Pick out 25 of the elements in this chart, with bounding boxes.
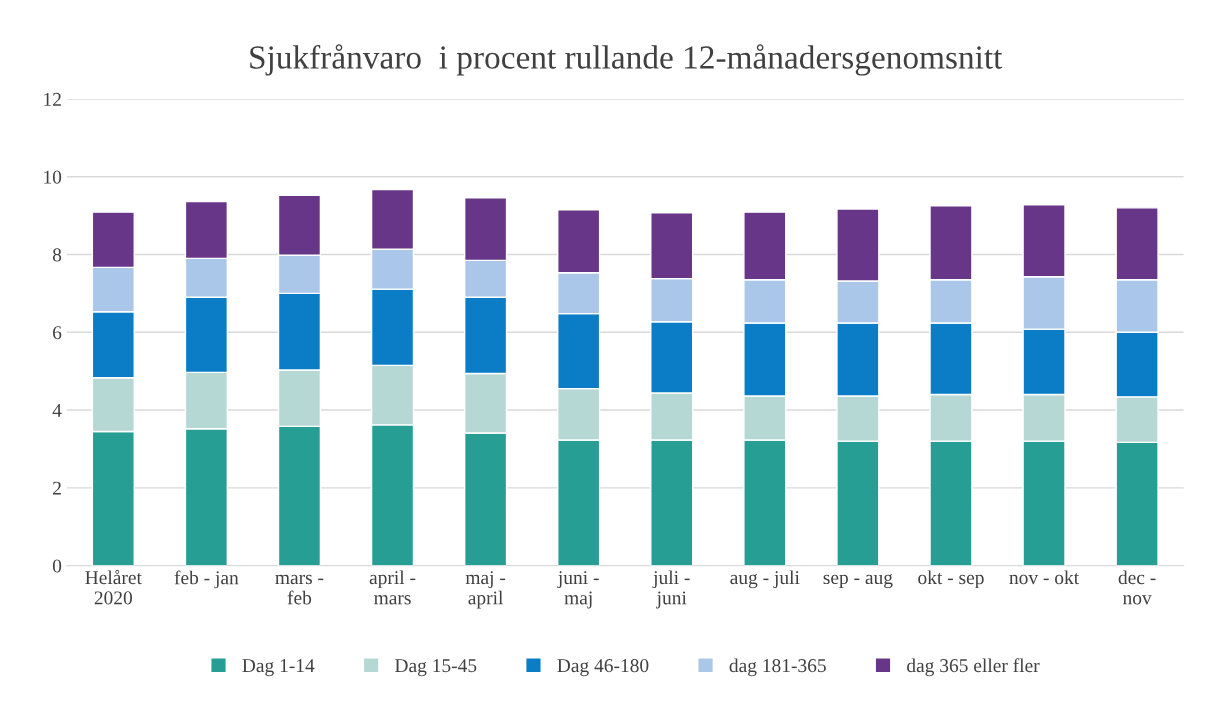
legend-label: Dag 15-45 [395,659,477,677]
y-tick-label: 0 [52,559,62,573]
legend-label: Dag 1-14 [242,659,315,677]
x-tick-label: juli - juni [652,570,690,609]
legend-label: dag 365 eller fler [907,658,1040,677]
legend-label: dag 181-365 [729,658,826,677]
y-tick-label: 12 [44,92,61,106]
x-tick-label: sep - aug [823,573,893,589]
x-tick-label: mars - feb [275,574,324,605]
y-tick-label: 6 [53,326,62,340]
x-tick-label: maj - april [465,571,506,609]
legend-label: Dag 46-180 [557,659,649,677]
y-tick-label: 8 [52,248,62,262]
x-tick-label: aug - juli [730,570,800,589]
chart-title: Sjukfrånvaro i procent rullande 12-månadersgenomsnitt [250,44,1003,76]
x-tick-label: nov - okt [1009,570,1080,585]
x-tick-label: juni - maj [557,571,599,609]
x-tick-label: okt - sep [918,570,984,589]
y-tick-label: 4 [52,404,62,417]
x-tick-label: dec - nov [1118,570,1156,605]
y-tick-label: 2 [53,481,61,495]
y-tick-label: 10 [44,170,62,184]
x-tick-label: april - mars [369,570,416,605]
x-tick-label: feb - jan [174,570,239,589]
x-tick-label: Helåret 2020 [85,569,142,605]
